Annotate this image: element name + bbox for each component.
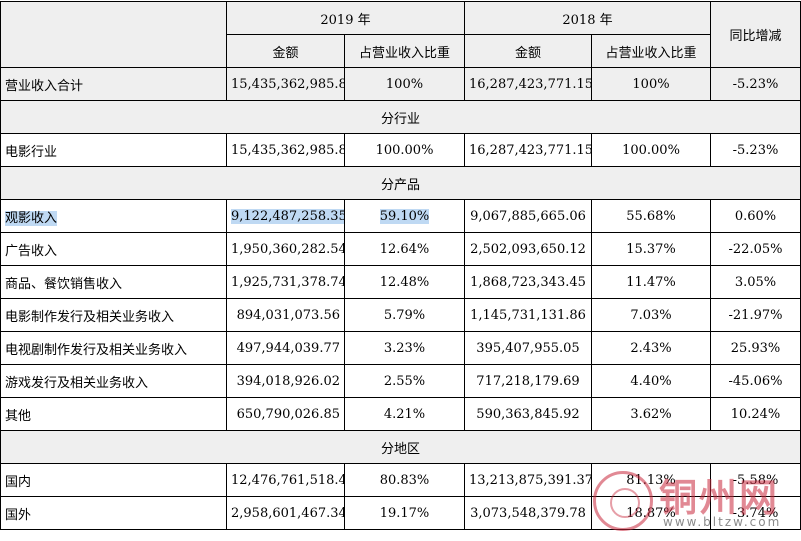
yoy-value: -21.97%: [710, 298, 801, 332]
ratio-2018: 2.43%: [591, 331, 711, 365]
ratio-2018: 100.00%: [591, 133, 711, 167]
amount-2018: 3,073,548,379.78: [464, 496, 592, 530]
ratio-2019: 80.83%: [344, 463, 465, 497]
section-industry: 分行业: [0, 100, 801, 134]
ratio-2019: 19.17%: [344, 496, 465, 530]
yoy-value: -22.05%: [710, 232, 801, 266]
ratio-2019: 4.21%: [344, 397, 465, 431]
yoy-value: -45.06%: [710, 364, 801, 398]
amount-2018: 9,067,885,665.06: [464, 199, 592, 233]
amount-2019: 1,950,360,282.54: [226, 232, 345, 266]
section-row: 分地区: [0, 430, 801, 464]
amount-2019-header: 金额: [226, 34, 345, 68]
row-label: 游戏发行及相关业务收入: [0, 364, 227, 398]
year-2018-header: 2018 年: [464, 1, 711, 35]
amount-2018: 13,213,875,391.37: [464, 463, 592, 497]
table-row: 电影行业 15,435,362,985.83 100.00% 16,287,42…: [0, 133, 801, 167]
ratio-2018: 100%: [591, 67, 711, 101]
ratio-2019: 12.64%: [344, 232, 465, 266]
ratio-2019: 12.48%: [344, 265, 465, 299]
amount-2019: 15,435,362,985.83: [226, 133, 345, 167]
amount-2019: 9,122,487,258.35: [226, 199, 345, 233]
yoy-value: -5.58%: [710, 463, 801, 497]
corner-cell: [0, 1, 227, 68]
amount-2019: 497,944,039.77: [226, 331, 345, 365]
yoy-value: 0.60%: [710, 199, 801, 233]
ratio-2018: 55.68%: [591, 199, 711, 233]
row-label: 观影收入: [0, 199, 227, 233]
amount-2019: 15,435,362,985.83: [226, 67, 345, 101]
amount-2018-header: 金额: [464, 34, 592, 68]
table-row: 广告收入 1,950,360,282.54 12.64% 2,502,093,6…: [0, 232, 801, 266]
yoy-header: 同比增减: [710, 1, 801, 68]
amount-2019: 650,790,026.85: [226, 397, 345, 431]
revenue-table: 2019 年 2018 年 同比增减 金额 占营业收入比重 金额 占营业收入比重…: [0, 1, 801, 530]
yoy-value: -3.74%: [710, 496, 801, 530]
ratio-2018: 7.03%: [591, 298, 711, 332]
highlighted-text: 9,122,487,258.35: [231, 208, 344, 224]
ratio-2019: 3.23%: [344, 331, 465, 365]
section-region: 分地区: [0, 430, 801, 464]
row-label: 电影制作发行及相关业务收入: [0, 298, 227, 332]
yoy-value: -5.23%: [710, 133, 801, 167]
row-label: 电视剧制作发行及相关业务收入: [0, 331, 227, 365]
highlighted-text: 59.10%: [379, 208, 430, 224]
yoy-value: 25.93%: [710, 331, 801, 365]
table-row: 游戏发行及相关业务收入 394,018,926.02 2.55% 717,218…: [0, 364, 801, 398]
ratio-2018: 15.37%: [591, 232, 711, 266]
amount-2018: 590,363,845.92: [464, 397, 592, 431]
amount-2019: 12,476,761,518.49: [226, 463, 345, 497]
ratio-2018: 11.47%: [591, 265, 711, 299]
year-2019-header: 2019 年: [226, 1, 465, 35]
total-row: 营业收入合计 15,435,362,985.83 100% 16,287,423…: [0, 67, 801, 101]
ratio-2018: 4.40%: [591, 364, 711, 398]
table-row: 商品、餐饮销售收入 1,925,731,378.74 12.48% 1,868,…: [0, 265, 801, 299]
amount-2018: 1,145,731,131.86: [464, 298, 592, 332]
table-row: 国内 12,476,761,518.49 80.83% 13,213,875,3…: [0, 463, 801, 497]
amount-2018: 717,218,179.69: [464, 364, 592, 398]
ratio-2019: 2.55%: [344, 364, 465, 398]
ratio-2018: 18.87%: [591, 496, 711, 530]
section-product: 分产品: [0, 166, 801, 200]
row-label: 电影行业: [0, 133, 227, 167]
section-row: 分产品: [0, 166, 801, 200]
ratio-2019-header: 占营业收入比重: [344, 34, 465, 68]
row-label: 国内: [0, 463, 227, 497]
amount-2018: 16,287,423,771.15: [464, 67, 592, 101]
table-row: 电影制作发行及相关业务收入 894,031,073.56 5.79% 1,145…: [0, 298, 801, 332]
yoy-value: 10.24%: [710, 397, 801, 431]
table-row: 电视剧制作发行及相关业务收入 497,944,039.77 3.23% 395,…: [0, 331, 801, 365]
row-label: 国外: [0, 496, 227, 530]
table-row: 其他 650,790,026.85 4.21% 590,363,845.92 3…: [0, 397, 801, 431]
table-row: 观影收入 9,122,487,258.35 59.10% 9,067,885,6…: [0, 199, 801, 233]
section-row: 分行业: [0, 100, 801, 134]
highlighted-text: 观影收入: [5, 210, 58, 226]
row-label: 其他: [0, 397, 227, 431]
amount-2018: 1,868,723,343.45: [464, 265, 592, 299]
yoy-value: 3.05%: [710, 265, 801, 299]
amount-2018: 16,287,423,771.15: [464, 133, 592, 167]
ratio-2018: 3.62%: [591, 397, 711, 431]
amount-2018: 2,502,093,650.12: [464, 232, 592, 266]
row-label: 广告收入: [0, 232, 227, 266]
amount-2019: 894,031,073.56: [226, 298, 345, 332]
amount-2019: 2,958,601,467.34: [226, 496, 345, 530]
row-label: 商品、餐饮销售收入: [0, 265, 227, 299]
ratio-2019: 59.10%: [344, 199, 465, 233]
yoy-value: -5.23%: [710, 67, 801, 101]
ratio-2018: 81.13%: [591, 463, 711, 497]
row-label: 营业收入合计: [0, 67, 227, 101]
amount-2018: 395,407,955.05: [464, 331, 592, 365]
ratio-2019: 100.00%: [344, 133, 465, 167]
amount-2019: 1,925,731,378.74: [226, 265, 345, 299]
table-row: 国外 2,958,601,467.34 19.17% 3,073,548,379…: [0, 496, 801, 530]
amount-2019: 394,018,926.02: [226, 364, 345, 398]
ratio-2019: 100%: [344, 67, 465, 101]
ratio-2018-header: 占营业收入比重: [591, 34, 711, 68]
ratio-2019: 5.79%: [344, 298, 465, 332]
